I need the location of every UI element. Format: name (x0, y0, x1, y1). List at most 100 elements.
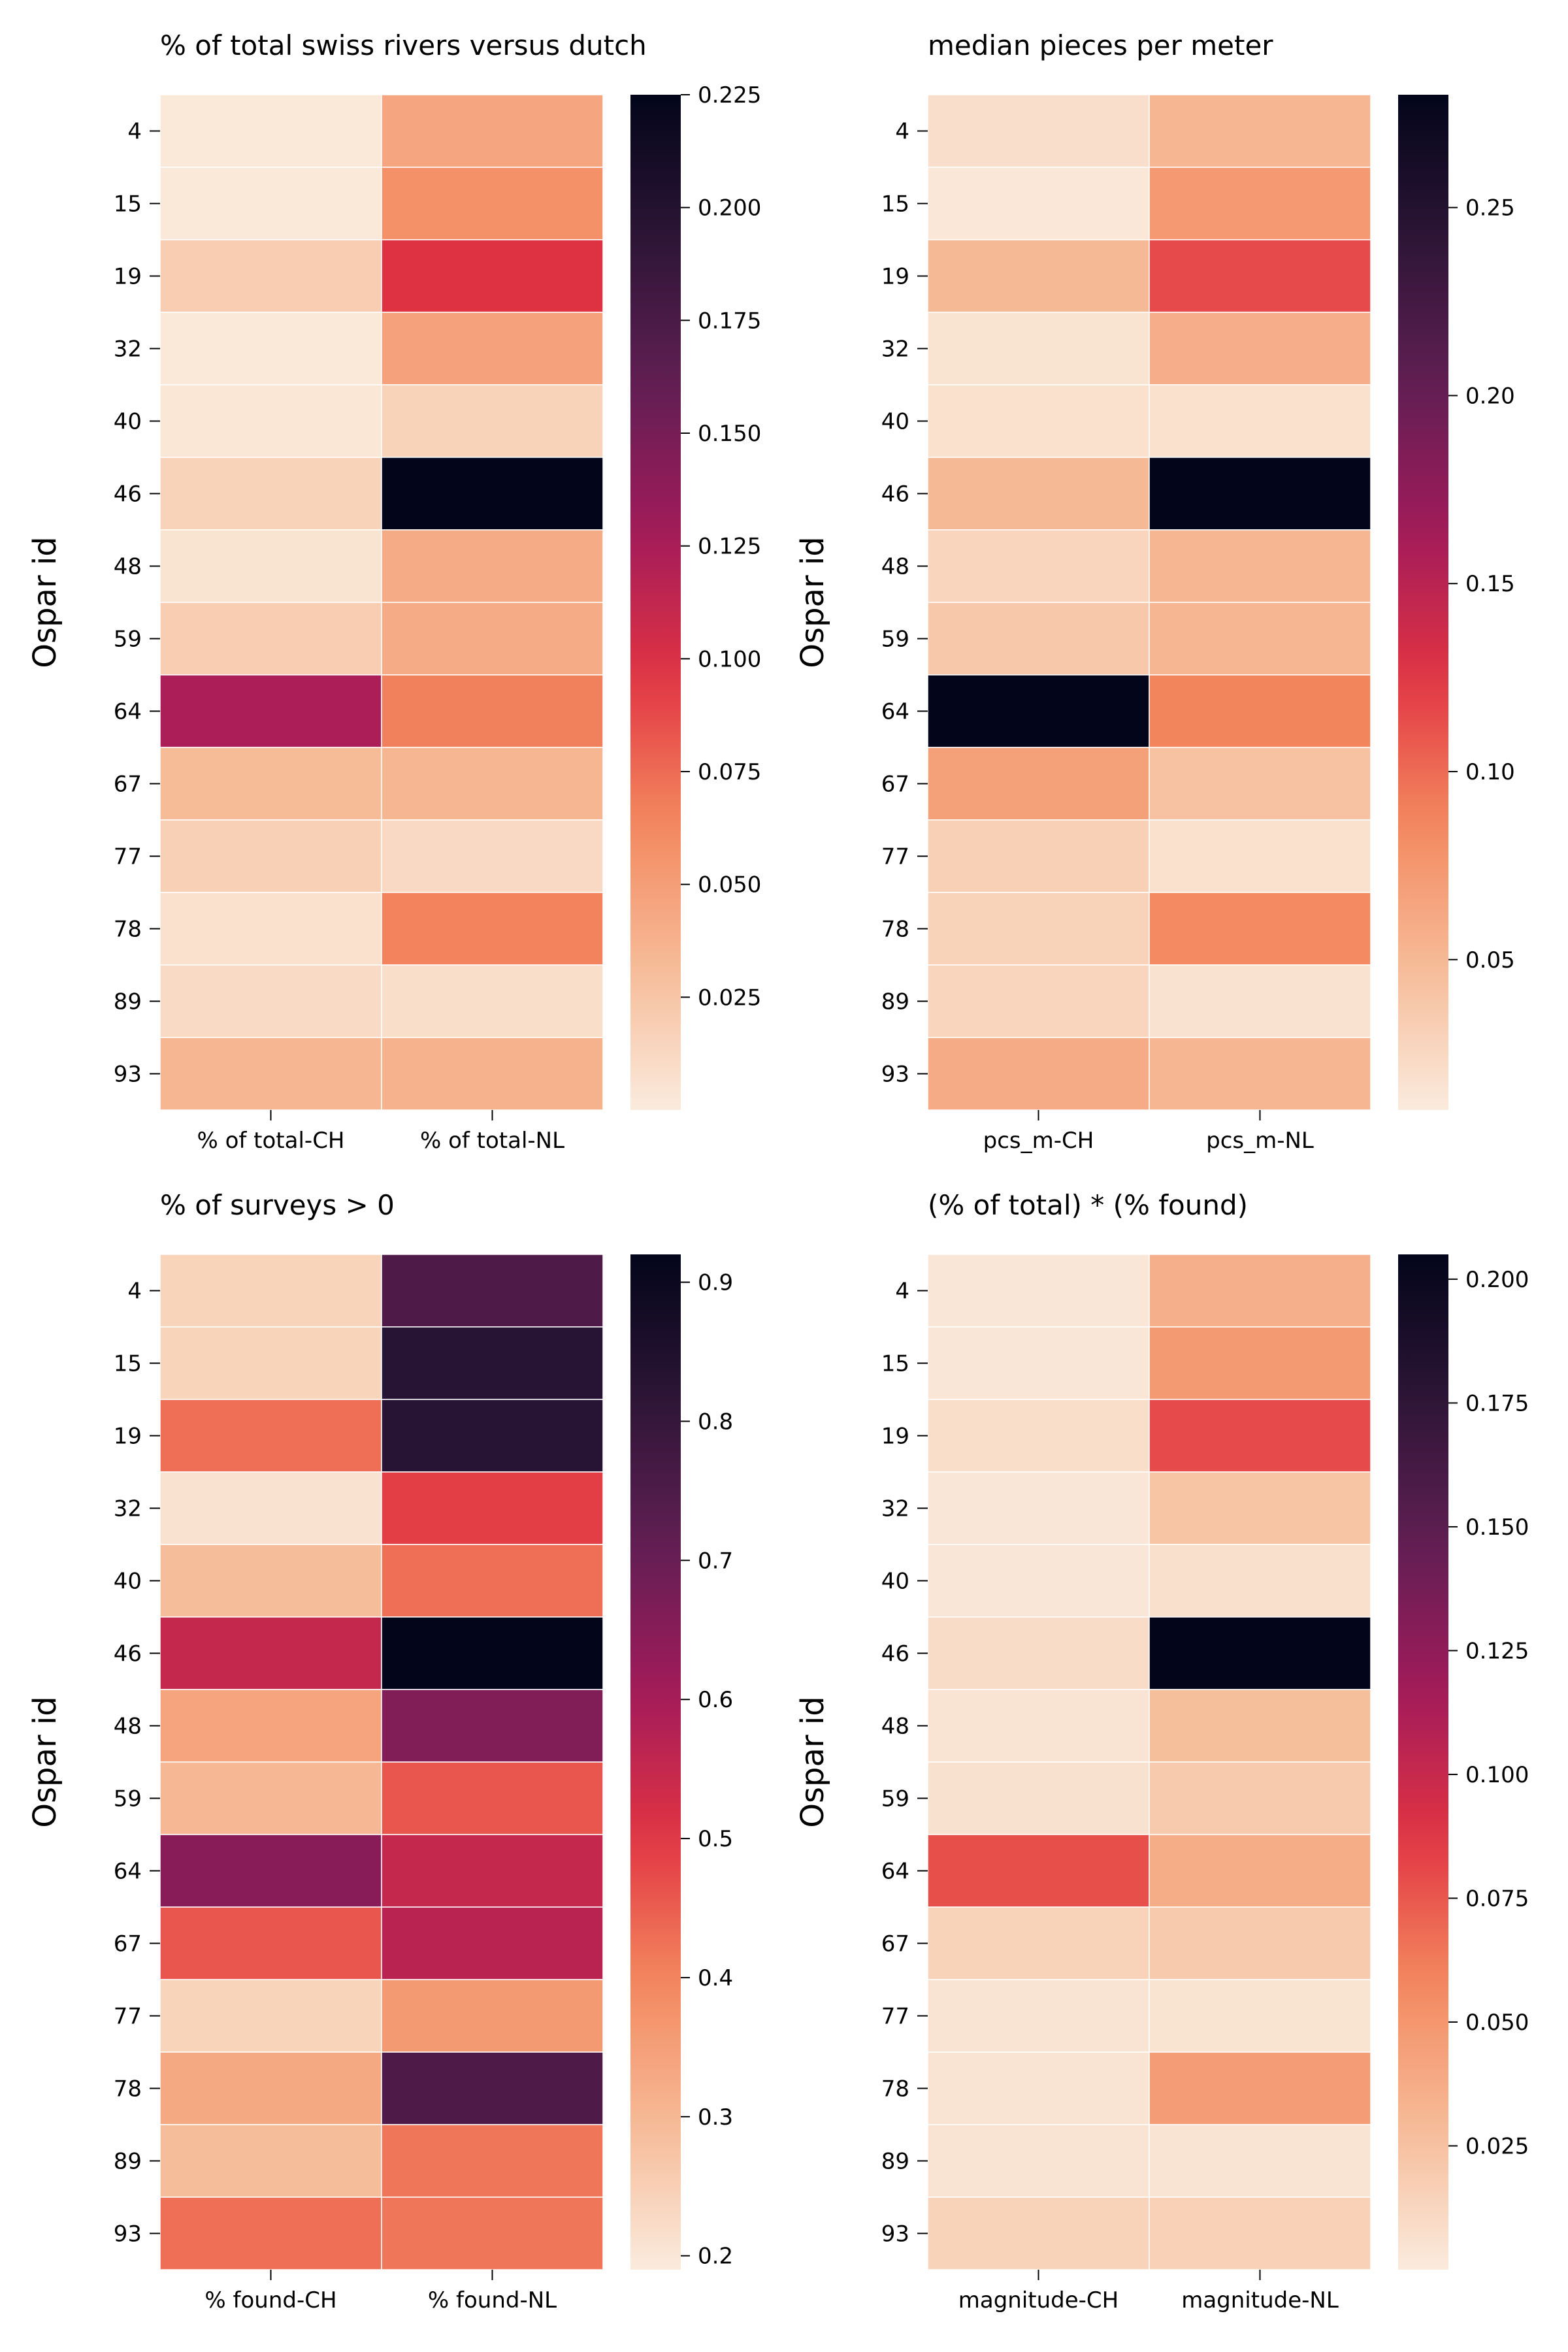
row-tick-label: 15 (881, 191, 909, 218)
heatmap-cell (927, 2051, 1150, 2125)
row-tick-label: 67 (114, 1931, 142, 1957)
row-tick-label: 19 (881, 264, 909, 290)
heatmap-cell (159, 1689, 382, 1763)
colorbar-tick-label: 0.200 (1465, 1267, 1529, 1293)
heatmap-cell (927, 964, 1150, 1038)
colorbar-tick-label: 0.4 (698, 1965, 733, 1991)
heatmap-cell (381, 312, 604, 385)
heatmap-cell (159, 1761, 382, 1835)
heatmap-cell (1149, 1544, 1371, 1618)
heatmap-cell (381, 747, 604, 821)
heatmap-cell (927, 1471, 1150, 1545)
heatmap-cell (927, 1689, 1150, 1763)
row-tick-label: 89 (114, 989, 142, 1015)
row-tick-label: 89 (881, 989, 909, 1015)
row-tick-label: 46 (114, 482, 142, 508)
heatmap-cell (927, 1979, 1150, 2053)
heatmap-cell (1149, 1037, 1371, 1111)
colorbar-tick-label: 0.9 (698, 1270, 733, 1296)
heatmap-cell (381, 94, 604, 168)
row-tick-label: 59 (881, 1786, 909, 1812)
heatmap-cell (381, 2051, 604, 2125)
heatmap-panel-1: % of total swiss rivers versus dutch Ospa… (27, 29, 761, 1154)
heatmap-cell (159, 1399, 382, 1473)
heatmap-cell (381, 2197, 604, 2270)
heatmap-cell (159, 312, 382, 385)
colorbar-tick-label: 0.075 (698, 759, 761, 785)
row-tick-label: 48 (114, 554, 142, 580)
colorbar-tick-label: 0.175 (698, 308, 761, 334)
row-tick-label: 32 (881, 1496, 909, 1522)
row-tick-label: 59 (881, 627, 909, 653)
colorbar (1398, 1254, 1448, 2270)
heatmap-cell (1149, 964, 1371, 1038)
heatmap-cell (1149, 1616, 1371, 1690)
heatmap-cell (1149, 1254, 1371, 1328)
row-tick-label: 4 (895, 1279, 909, 1305)
colorbar-tick-label: 0.6 (698, 1687, 733, 1713)
heatmap-cell (381, 1544, 604, 1618)
row-tick-label: 32 (881, 336, 909, 363)
row-tick-label: 93 (114, 1062, 142, 1088)
heatmap-cell (159, 1616, 382, 1690)
colorbar-tick-label: 0.200 (698, 195, 761, 221)
heatmap-cell (927, 94, 1150, 168)
colorbar-tick-label: 0.100 (1465, 1762, 1529, 1788)
colorbar-tick-label: 0.125 (698, 534, 761, 560)
heatmap-cell (381, 2124, 604, 2198)
row-tick-label: 67 (881, 772, 909, 798)
colorbar-tick-label: 0.150 (698, 421, 761, 447)
heatmap-cell (927, 1544, 1150, 1618)
heatmap-cell (927, 384, 1150, 458)
colorbar-tick-label: 0.10 (1465, 759, 1515, 785)
row-tick-label: 40 (114, 409, 142, 435)
heatmap-cell (927, 1906, 1150, 1980)
y-axis-label: Ospar id (27, 536, 63, 668)
heatmap-cell (1149, 819, 1371, 893)
heatmap-cell (159, 384, 382, 458)
colorbar-tick-label: 0.20 (1465, 383, 1515, 409)
heatmap-cell (381, 1689, 604, 1763)
row-tick-label: 78 (881, 2076, 909, 2102)
heatmap-cell (159, 239, 382, 313)
heatmap-cell (381, 457, 604, 531)
heatmap-cell (927, 457, 1150, 531)
heatmap-cell (927, 2197, 1150, 2270)
y-axis-label: Ospar id (794, 536, 831, 668)
row-tick-label: 59 (114, 1786, 142, 1812)
colorbar-tick-label: 0.100 (698, 646, 761, 672)
heatmap-cell (159, 2124, 382, 2198)
row-tick-label: 59 (114, 627, 142, 653)
heatmap-cell (1149, 1834, 1371, 1908)
colorbar-tick-label: 0.175 (1465, 1390, 1529, 1416)
row-tick-label: 78 (881, 917, 909, 943)
heatmap-cell (159, 1037, 382, 1111)
heatmap-cell (381, 1471, 604, 1545)
row-tick-label: 4 (127, 1279, 142, 1305)
heatmap-cell (927, 1616, 1150, 1690)
heatmap-cell (381, 529, 604, 603)
heatmap-cell (381, 1761, 604, 1835)
row-tick-label: 77 (881, 2004, 909, 2030)
heatmap-cell (1149, 1761, 1371, 1835)
heatmap-cell (1149, 529, 1371, 603)
heatmap-cell (159, 457, 382, 531)
heatmap-panel-3: % of surveys > 0 Ospar id 4 15 19 32 40 46 48 59 6… (27, 1189, 733, 2313)
heatmap-cell (381, 674, 604, 748)
heatmap-cell (927, 1254, 1150, 1328)
row-tick-label: 64 (881, 1859, 909, 1885)
panel-title: median pieces per meter (928, 29, 1273, 61)
column-tick-label: magnitude-CH (958, 2287, 1119, 2313)
colorbar-tick-label: 0.125 (1465, 1638, 1529, 1664)
heatmap-cell (159, 1326, 382, 1400)
colorbar-tick-label: 0.050 (698, 872, 761, 898)
heatmap-cell (927, 819, 1150, 893)
column-tick-label: pcs_m-NL (1206, 1128, 1314, 1154)
panel-title: % of total swiss rivers versus dutch (160, 29, 647, 61)
heatmap-cell (159, 1471, 382, 1545)
heatmap-cell (927, 2124, 1150, 2198)
heatmap-cell (927, 1399, 1150, 1473)
heatmap-cell (1149, 1471, 1371, 1545)
colorbar-tick-label: 0.225 (698, 82, 761, 108)
